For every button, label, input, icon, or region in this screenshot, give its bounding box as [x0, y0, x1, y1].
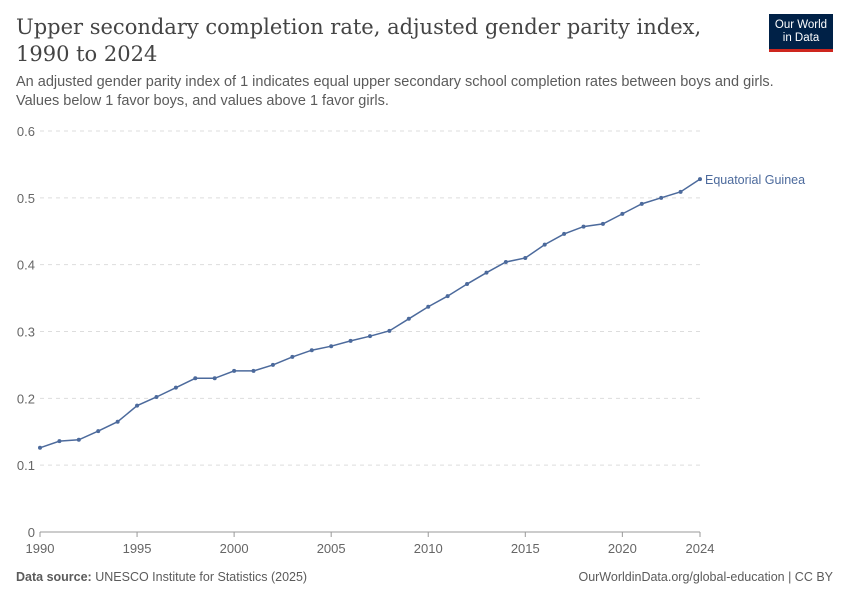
y-tick-label: 0.4: [17, 258, 35, 273]
data-point: [698, 177, 702, 182]
data-point: [445, 294, 450, 299]
data-point: [154, 394, 159, 399]
data-point: [620, 211, 625, 216]
data-point: [329, 344, 334, 349]
x-tick-label: 2000: [220, 541, 249, 556]
source-label: Data source:: [16, 570, 92, 584]
data-point: [232, 368, 237, 373]
y-tick-label: 0.3: [17, 325, 35, 340]
data-point: [484, 270, 489, 275]
data-point: [503, 259, 508, 264]
x-tick-label: 2010: [414, 541, 443, 556]
data-source: Data source: UNESCO Institute for Statis…: [16, 570, 307, 584]
data-point: [96, 429, 101, 434]
x-tick-label: 1990: [26, 541, 55, 556]
x-tick-label: 2020: [608, 541, 637, 556]
y-tick-label: 0.2: [17, 391, 35, 406]
source-text[interactable]: UNESCO Institute for Statistics (2025): [95, 570, 308, 584]
x-tick-label: 2015: [511, 541, 540, 556]
data-point: [523, 255, 528, 260]
data-point: [678, 189, 683, 194]
y-tick-label: 0: [28, 525, 35, 540]
data-point: [406, 316, 411, 321]
data-point: [426, 304, 431, 309]
data-point: [135, 403, 140, 408]
data-point: [309, 348, 314, 353]
data-point: [581, 224, 586, 229]
data-point: [290, 354, 295, 359]
data-point: [193, 376, 198, 381]
data-point: [542, 242, 547, 247]
x-tick-label: 2005: [317, 541, 346, 556]
data-point: [639, 201, 644, 206]
data-point: [57, 439, 62, 444]
y-tick-label: 0.6: [17, 124, 35, 139]
data-point: [368, 334, 372, 339]
data-point: [562, 231, 567, 236]
data-point: [38, 445, 42, 450]
data-point: [76, 437, 81, 442]
data-point: [115, 419, 120, 424]
data-point: [659, 195, 664, 200]
chart-title: Upper secondary completion rate, adjuste…: [16, 15, 702, 66]
data-point: [251, 368, 256, 373]
data-point: [212, 376, 217, 381]
data-point: [387, 328, 392, 333]
y-tick-label: 0.5: [17, 191, 35, 206]
x-tick-label: 2024: [686, 541, 715, 556]
owid-logo[interactable]: Our World in Data: [769, 14, 833, 52]
chart-subtitle: An adjusted gender parity index of 1 ind…: [16, 74, 774, 109]
series-line: [39, 178, 701, 449]
data-point: [600, 221, 605, 226]
footer-link[interactable]: OurWorldinData.org/global-education | CC…: [578, 570, 833, 584]
x-tick-label: 1995: [123, 541, 152, 556]
y-tick-label: 0.1: [17, 458, 35, 473]
data-point: [270, 362, 275, 367]
series-label: Equatorial Guinea: [705, 173, 805, 187]
data-point: [173, 385, 178, 390]
line-chart: 0 0.1 0.2 0.3 0.4 0.5 0.6 1990 1995 2000 2005 2010 2…: [17, 124, 805, 556]
data-point: [465, 282, 470, 287]
data-point: [348, 338, 353, 343]
